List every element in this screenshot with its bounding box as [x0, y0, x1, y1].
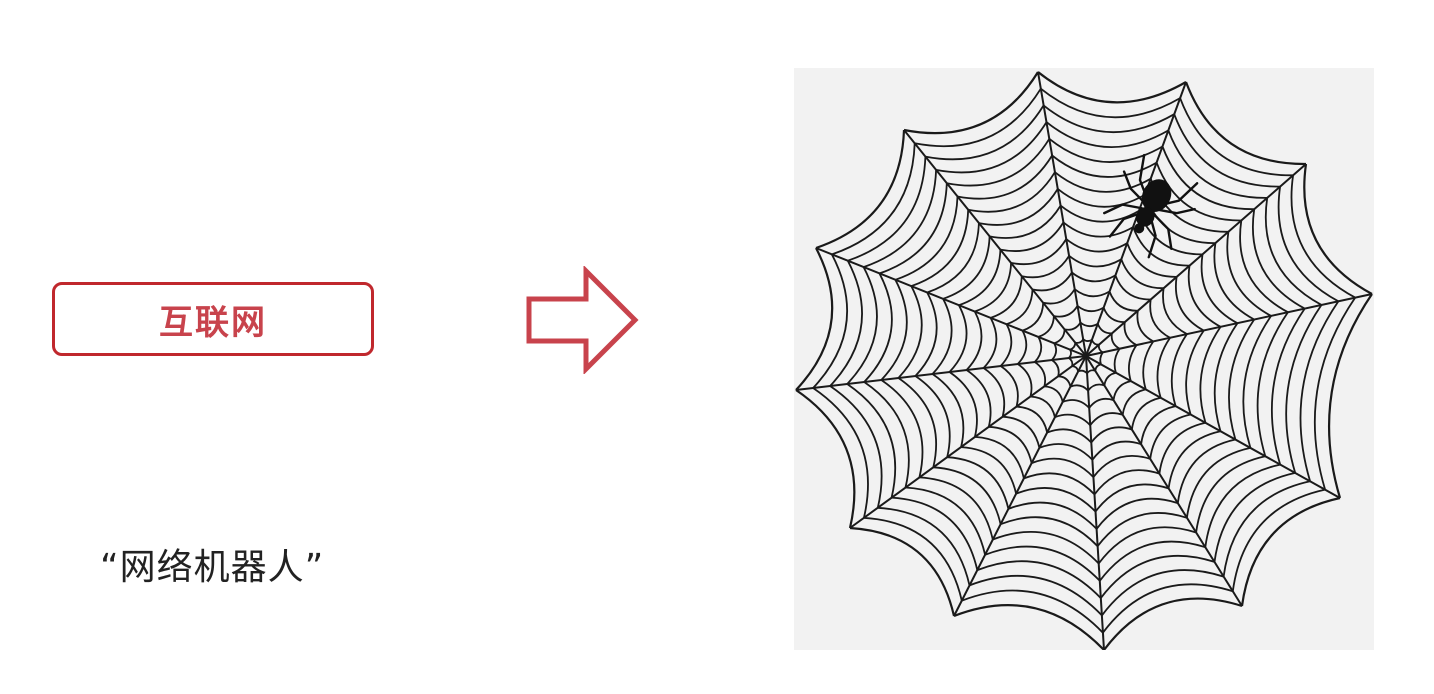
spider-web-panel [794, 68, 1374, 650]
web-spiral-ring [965, 238, 1205, 478]
web-radial-thread [795, 355, 1087, 391]
web-spiral-ring [1000, 271, 1171, 444]
web-spiral-ring [863, 138, 1306, 582]
web-spiral-ring [982, 255, 1188, 461]
web-spiral-ring [880, 154, 1289, 565]
web-spiral-ring [1051, 321, 1121, 392]
web-radial-thread [1085, 355, 1341, 499]
web-spiral-ring [829, 104, 1340, 617]
web-radial-thread [903, 129, 1087, 357]
web-spiral-ring [812, 87, 1356, 634]
web-radial-thread [1085, 163, 1307, 357]
right-arrow-icon [526, 266, 639, 374]
web-radial-thread [953, 355, 1087, 617]
web-spiral-ring [795, 71, 1373, 650]
web-spiral-ring [1017, 288, 1155, 426]
web-radial-thread [1085, 355, 1105, 650]
web-spiral-ring [1068, 338, 1104, 374]
web-radial-thread [815, 247, 1087, 357]
internet-label: 互联网 [159, 302, 267, 343]
web-spiral-ring [914, 188, 1255, 530]
web-radial-thread [1037, 71, 1087, 357]
web-radial-thread [1085, 81, 1187, 357]
spider-web-icon [795, 71, 1373, 650]
web-spiral-ring [897, 171, 1272, 547]
web-radial-thread [1085, 355, 1243, 607]
internet-label-box: 互联网 [52, 282, 374, 356]
web-spiral-ring [948, 221, 1222, 496]
web-radial-thread [849, 355, 1087, 529]
web-spiral-ring [846, 121, 1323, 599]
web-spiral-ring [931, 204, 1239, 513]
web-radial-thread [1085, 293, 1373, 357]
spider-icon [1103, 153, 1199, 259]
web-robot-caption: “网络机器人” [100, 547, 325, 588]
web-spiral-ring [1034, 305, 1138, 409]
